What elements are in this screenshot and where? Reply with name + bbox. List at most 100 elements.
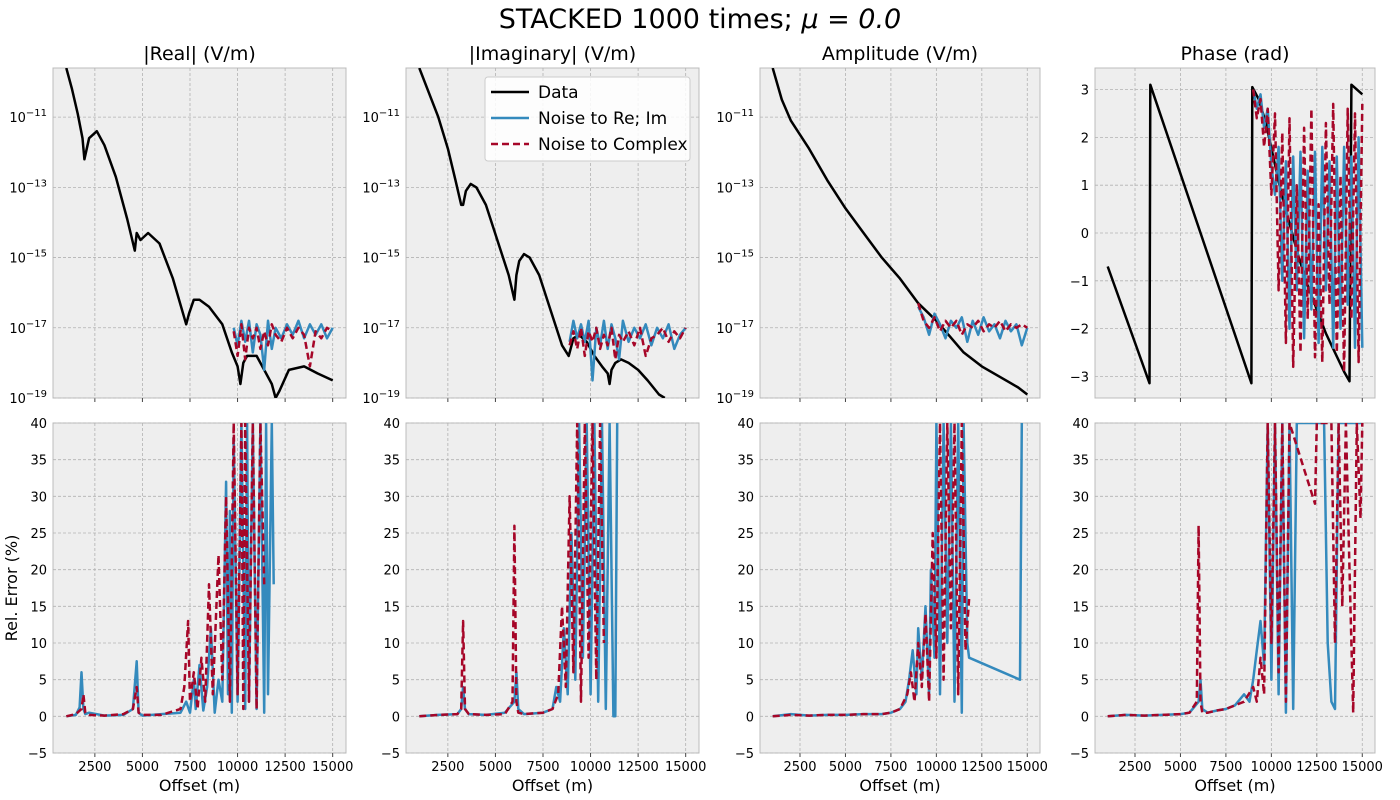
x-tick-label: 12500	[617, 760, 658, 775]
y-tick-label: 20	[737, 564, 754, 579]
y-tick-base: 10	[716, 252, 733, 267]
plot-area	[52, 422, 347, 754]
y-tick-label: 10−15	[362, 249, 400, 267]
y-tick-label: 10	[1072, 637, 1089, 652]
y-tick-exponent: −13	[733, 178, 754, 189]
panel-title: Amplitude (V/m)	[822, 43, 978, 65]
x-tick-label: 5000	[829, 760, 862, 775]
legend-box	[484, 76, 691, 162]
panel-8: 2500 5000 7500 10000 12500 15000 −5 0 5 10 15 20 25 3…	[1070, 417, 1383, 795]
y-tick-base: 10	[362, 322, 379, 337]
series-line-noise-to-complex	[568, 326, 687, 361]
x-tick-label: 10000	[916, 760, 957, 775]
plot-area	[52, 67, 347, 399]
y-tick-exponent: −17	[379, 319, 400, 330]
legend-label: Noise to Complex	[538, 135, 688, 155]
x-tick-label: 15000	[665, 760, 706, 775]
y-tick-label: 10−15	[9, 249, 47, 267]
y-tick-label: −2	[1070, 323, 1089, 338]
x-tick-label: 2500	[431, 760, 464, 775]
x-tick-label: 15000	[1007, 760, 1048, 775]
panel-5: 2500 5000 7500 10000 12500 15000 −5 0 5 10 15 20 25 3…	[2, 417, 353, 795]
series-group	[65, 68, 334, 398]
y-tick-label: 35	[30, 454, 47, 469]
series-group	[1107, 423, 1364, 718]
y-tick-label: 40	[1072, 417, 1089, 432]
y-tick-label: 10−19	[362, 389, 400, 407]
x-axis-label: Offset (m)	[512, 776, 593, 795]
y-tick-label: 20	[30, 564, 47, 579]
y-tick-label: 25	[383, 527, 400, 542]
panel-4: 3 2 1 0 −1 −2 −3 Phase (rad)	[1070, 43, 1376, 402]
figure-title-text: STACKED 1000 times;	[499, 4, 802, 35]
y-tick-label: 10−13	[9, 178, 47, 196]
plot-area	[759, 422, 1041, 754]
y-tick-label: 10−19	[716, 389, 754, 407]
y-tick-label: 25	[1072, 527, 1089, 542]
panel-title: |Imaginary| (V/m)	[469, 43, 636, 65]
series-group	[772, 423, 1024, 718]
y-tick-exponent: −13	[26, 178, 47, 189]
y-tick-base: 10	[716, 392, 733, 407]
legend: Data Noise to Re; Im Noise to Complex	[484, 76, 691, 162]
y-tick-label: 25	[30, 527, 47, 542]
y-tick-label: 30	[737, 490, 754, 505]
y-tick-label: 30	[30, 490, 47, 505]
legend-label: Data	[538, 83, 579, 103]
series-line-noise-to-complex	[917, 302, 1028, 337]
x-tick-label: 12500	[264, 760, 305, 775]
x-tick-label: 12500	[961, 760, 1002, 775]
y-tick-label: 10−19	[9, 389, 47, 407]
y-tick-label: 35	[1072, 454, 1089, 469]
y-tick-label: 1	[1081, 179, 1089, 194]
y-tick-label: 2	[1081, 131, 1089, 146]
y-tick-exponent: −15	[733, 249, 754, 260]
y-tick-exponent: −17	[26, 319, 47, 330]
series-line-data	[771, 68, 1029, 396]
y-tick-label: 5	[746, 674, 754, 689]
y-tick-exponent: −15	[26, 249, 47, 260]
y-tick-label: 40	[383, 417, 400, 432]
y-tick-label: 25	[737, 527, 754, 542]
y-tick-label: 5	[39, 674, 47, 689]
y-tick-base: 10	[9, 111, 26, 126]
y-tick-exponent: −19	[733, 389, 754, 400]
series-line-noise-to-complex	[66, 423, 266, 718]
x-tick-label: 15000	[312, 760, 353, 775]
y-tick-base: 10	[362, 392, 379, 407]
y-tick-label: −5	[28, 747, 47, 762]
y-tick-base: 10	[362, 111, 379, 126]
panel-title: Phase (rad)	[1180, 43, 1289, 65]
y-tick-label: 30	[1072, 490, 1089, 505]
y-tick-label: 10−15	[716, 249, 754, 267]
x-tick-label: 10000	[1251, 760, 1292, 775]
x-tick-label: 2500	[1118, 760, 1151, 775]
y-tick-exponent: −11	[379, 108, 400, 119]
y-tick-label: 0	[39, 710, 47, 725]
series-line-noise-to-complex	[1251, 89, 1364, 373]
y-tick-label: 10	[383, 637, 400, 652]
y-tick-label: 15	[737, 600, 754, 615]
y-tick-label: 20	[383, 564, 400, 579]
series-group	[419, 423, 619, 718]
y-tick-label: 40	[737, 417, 754, 432]
y-tick-label: 0	[746, 710, 754, 725]
x-axis-label: Offset (m)	[159, 776, 240, 795]
y-tick-label: 5	[1081, 674, 1089, 689]
y-tick-exponent: −19	[379, 389, 400, 400]
series-group	[771, 68, 1029, 396]
y-tick-label: 15	[30, 600, 47, 615]
x-tick-label: 7500	[874, 760, 907, 775]
panel-7: 2500 5000 7500 10000 12500 15000 −5 0 5 10 15 20 25 3…	[735, 417, 1048, 795]
y-tick-exponent: −19	[26, 389, 47, 400]
y-tick-label: 10	[30, 637, 47, 652]
y-tick-label: 10−17	[716, 319, 754, 337]
y-tick-base: 10	[362, 181, 379, 196]
y-tick-label: −1	[1070, 275, 1089, 290]
y-tick-label: 35	[383, 454, 400, 469]
series-group	[1106, 83, 1364, 385]
y-tick-label: 10−17	[362, 319, 400, 337]
y-tick-label: 10−13	[362, 178, 400, 196]
